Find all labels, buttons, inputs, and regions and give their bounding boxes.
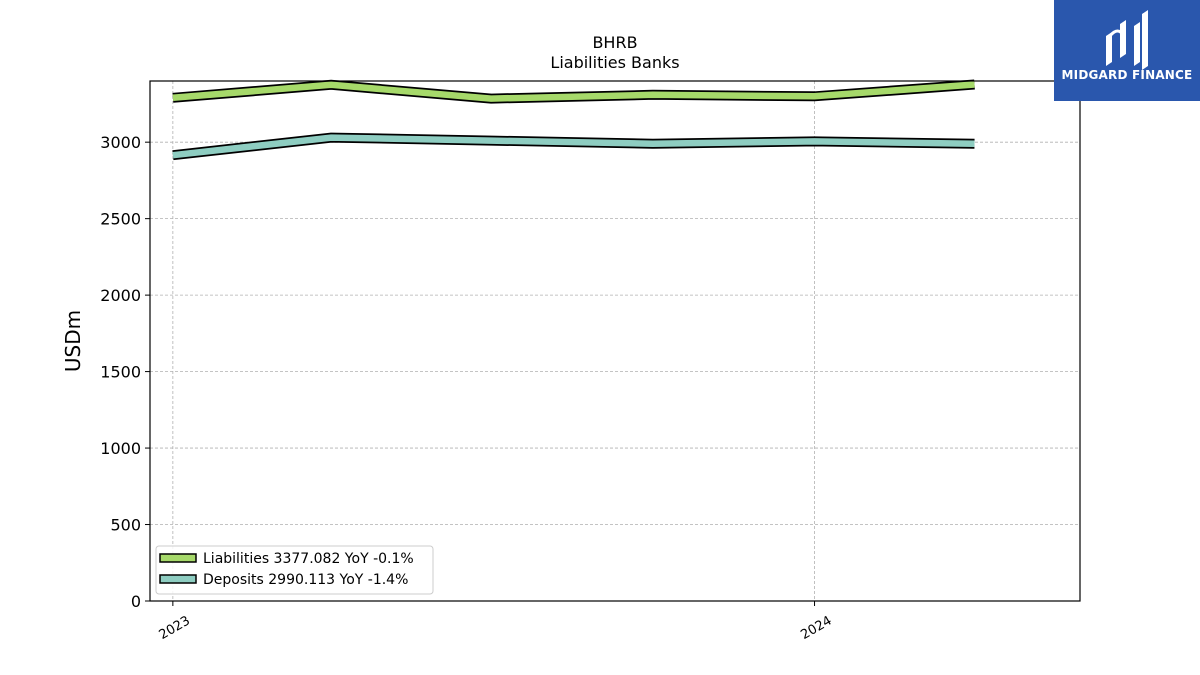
data-point	[974, 84, 975, 85]
data-point	[491, 98, 492, 99]
logo-text: MIDGARD FINANCE	[1061, 68, 1193, 82]
series-layer	[172, 79, 975, 161]
y-tick-label: 2500	[100, 210, 141, 229]
y-axis: 0 500 1000 1500 2000 2500 3000	[100, 133, 150, 611]
data-point	[974, 143, 975, 144]
legend-label: Deposits 2990.113 YoY -1.4%	[203, 572, 408, 588]
y-tick-label: 1500	[100, 363, 141, 382]
y-axis-label: USDm	[61, 310, 85, 372]
chart-title: BHRB	[592, 33, 637, 52]
data-point	[814, 141, 815, 142]
y-tick-label: 2000	[100, 286, 141, 305]
x-tick-label: 2024	[798, 613, 834, 643]
legend-swatch	[159, 574, 197, 584]
data-point	[652, 143, 653, 144]
y-tick-label: 1000	[100, 439, 141, 458]
series-line	[172, 134, 975, 159]
series-line	[172, 81, 975, 102]
data-point	[814, 96, 815, 97]
data-point	[652, 94, 653, 95]
y-tick-label: 0	[131, 592, 141, 611]
data-point	[172, 97, 173, 98]
legend-box	[155, 545, 434, 595]
legend-label: Liabilities 3377.082 YoY -0.1%	[203, 551, 414, 567]
logo-mark-icon	[1106, 10, 1148, 70]
data-point	[331, 84, 332, 85]
y-tick-label: 3000	[100, 133, 141, 152]
data-point	[172, 155, 173, 156]
grid	[150, 81, 1080, 601]
legend: Liabilities 3377.082 YoY -0.1% Deposits 2…	[155, 545, 434, 595]
brand-logo: MIDGARD FINANCE	[1054, 0, 1200, 101]
y-tick-label: 500	[110, 516, 141, 535]
plot-frame	[149, 80, 1081, 602]
chart-subtitle: Liabilities Banks	[550, 53, 679, 72]
x-axis: 2023 2024	[157, 601, 835, 643]
x-tick-label: 2023	[157, 613, 193, 643]
data-point	[331, 137, 332, 138]
legend-swatch	[159, 553, 197, 563]
data-point	[491, 140, 492, 141]
